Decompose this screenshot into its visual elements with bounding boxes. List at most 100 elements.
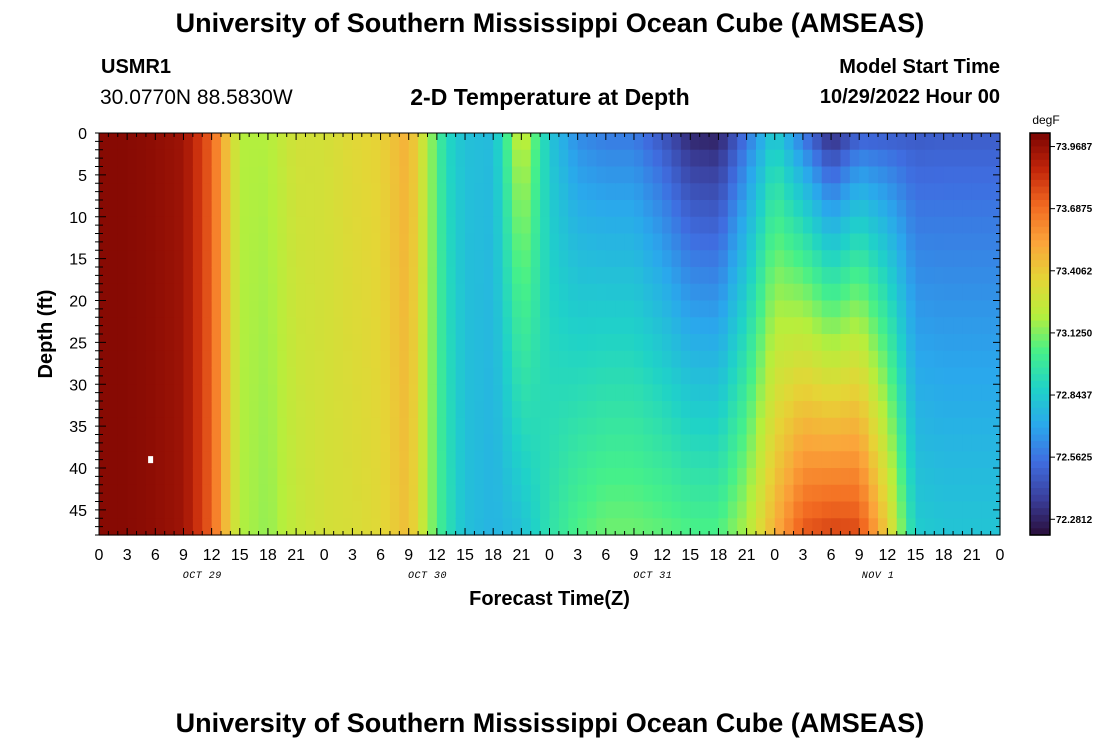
heatmap-cell: [680, 334, 691, 352]
heatmap-cell: [136, 166, 147, 184]
heatmap-cell: [371, 317, 382, 335]
heatmap-cell: [192, 350, 203, 369]
heatmap-cell: [774, 417, 785, 436]
heatmap-cell: [314, 451, 325, 469]
heatmap-cell: [971, 501, 982, 519]
heatmap-cell: [455, 149, 466, 168]
heatmap-cell: [483, 283, 494, 302]
heatmap-cell: [258, 518, 269, 536]
heatmap-cell: [155, 484, 166, 503]
heatmap-cell: [483, 401, 494, 419]
heatmap-cell: [943, 384, 954, 402]
heatmap-cell: [230, 350, 241, 369]
heatmap-cell: [577, 501, 588, 519]
heatmap-cell: [221, 300, 231, 318]
heatmap-cell: [981, 367, 992, 385]
heatmap-cell: [99, 468, 109, 486]
heatmap-cell: [352, 518, 363, 536]
heatmap-cell: [765, 484, 776, 503]
heatmap-cell: [502, 334, 513, 352]
heatmap-cell: [343, 200, 354, 218]
heatmap-cell: [877, 216, 888, 235]
heatmap-cell: [333, 384, 344, 402]
heatmap-cell: [474, 183, 485, 201]
heatmap-cell: [333, 417, 344, 436]
heatmap-cell: [774, 166, 785, 184]
heatmap-cell: [943, 200, 954, 218]
heatmap-cell: [436, 317, 447, 335]
heatmap-cell: [249, 200, 260, 218]
heatmap-cell: [953, 183, 964, 201]
heatmap-cell: [784, 183, 795, 201]
heatmap-cell: [896, 451, 907, 469]
heatmap-cell: [455, 484, 466, 503]
colorbar-segment: [1030, 153, 1050, 161]
heatmap-cell: [540, 233, 551, 251]
heatmap-cell: [774, 367, 785, 385]
heatmap-cell: [427, 300, 438, 318]
heatmap-cell: [455, 334, 466, 352]
heatmap-cell: [549, 200, 560, 218]
heatmap-cell: [427, 149, 438, 168]
heatmap-cell: [277, 200, 288, 218]
heatmap-cell: [587, 267, 598, 285]
heatmap-cell: [943, 468, 954, 486]
heatmap-cell: [624, 417, 635, 436]
heatmap-cell: [821, 267, 832, 285]
heatmap-cell: [906, 518, 917, 536]
heatmap-cell: [446, 384, 457, 402]
heatmap-cell: [371, 149, 382, 168]
heatmap-cell: [831, 468, 842, 486]
heatmap-cell: [333, 451, 344, 469]
heatmap-cell: [802, 451, 813, 469]
heatmap-cell: [145, 501, 156, 519]
heatmap-cell: [990, 468, 1001, 486]
heatmap-cell: [906, 166, 917, 184]
colorbar-segment: [1030, 380, 1050, 389]
heatmap-cell: [174, 468, 185, 486]
heatmap-cell: [127, 317, 138, 335]
heatmap-cell: [784, 200, 795, 218]
heatmap-cell: [587, 149, 598, 168]
heatmap-cell: [840, 468, 851, 486]
heatmap-cell: [868, 149, 879, 168]
colorbar-segment: [1030, 159, 1050, 168]
colorbar-segment: [1030, 193, 1050, 201]
heatmap-cell: [408, 518, 419, 536]
heatmap-cell: [530, 183, 541, 201]
heatmap-cell: [924, 133, 935, 151]
heatmap-cell: [99, 216, 109, 235]
colorbar-segment: [1030, 468, 1050, 476]
heatmap-cell: [202, 334, 213, 352]
heatmap-cell: [812, 350, 823, 369]
heatmap-cell: [211, 250, 222, 268]
heatmap-cell: [549, 367, 560, 385]
heatmap-cell: [746, 501, 757, 519]
heatmap-cell: [343, 334, 354, 352]
heatmap-cell: [164, 133, 175, 151]
heatmap-cell: [784, 518, 795, 536]
heatmap-cell: [258, 250, 269, 268]
heatmap-cell: [765, 518, 776, 536]
heatmap-cell: [549, 183, 560, 201]
heatmap-cell: [821, 216, 832, 235]
heatmap-cell: [258, 417, 269, 436]
heatmap-cell: [896, 434, 907, 452]
heatmap-cell: [558, 451, 569, 469]
heatmap-cell: [709, 367, 720, 385]
heatmap-cell: [680, 283, 691, 302]
heatmap-cell: [577, 149, 588, 168]
heatmap-cell: [155, 401, 166, 419]
heatmap-cell: [455, 501, 466, 519]
heatmap-cell: [296, 267, 307, 285]
heatmap-cell: [286, 434, 297, 452]
heatmap-cell: [540, 350, 551, 369]
heatmap-cell: [718, 434, 729, 452]
heatmap-cell: [99, 300, 109, 318]
heatmap-cell: [99, 233, 109, 251]
heatmap-cell: [840, 300, 851, 318]
heatmap-cell: [690, 200, 701, 218]
heatmap-cell: [418, 334, 429, 352]
heatmap-cell: [624, 166, 635, 184]
heatmap-cell: [446, 267, 457, 285]
